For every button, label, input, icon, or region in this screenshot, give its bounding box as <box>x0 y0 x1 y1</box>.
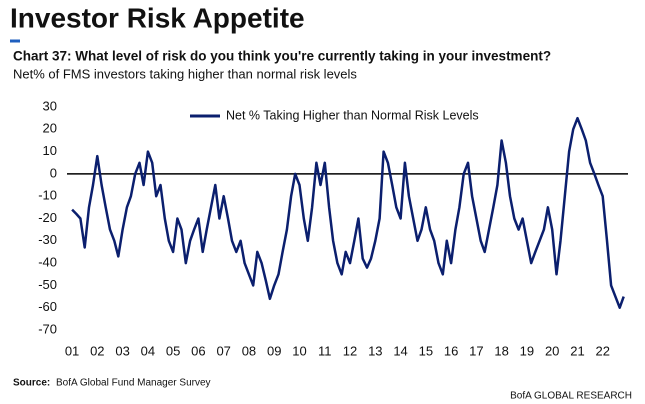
y-tick-label: 30 <box>43 98 57 113</box>
y-tick-label: -40 <box>38 255 57 270</box>
x-tick-label: 02 <box>90 343 104 358</box>
y-tick-label: -20 <box>38 210 57 225</box>
credit: BofA GLOBAL RESEARCH <box>510 391 632 402</box>
legend-label: Net % Taking Higher than Normal Risk Lev… <box>226 108 479 122</box>
y-tick-label: -70 <box>38 321 57 336</box>
x-tick-label: 22 <box>595 343 609 358</box>
source-label: Source: <box>13 378 50 389</box>
x-tick-label: 06 <box>191 343 205 358</box>
x-tick-label: 09 <box>267 343 281 358</box>
chart-description: Net% of FMS investors taking higher than… <box>13 66 357 81</box>
x-tick-label: 16 <box>444 343 458 358</box>
x-tick-label: 20 <box>545 343 559 358</box>
y-tick-label: -30 <box>38 232 57 247</box>
source: BofA Global Fund Manager Survey <box>56 378 211 389</box>
x-tick-label: 12 <box>343 343 357 358</box>
x-tick-label: 11 <box>318 343 332 358</box>
x-tick-label: 03 <box>115 343 129 358</box>
y-tick-label: 10 <box>43 143 57 158</box>
x-tick-label: 21 <box>570 343 584 358</box>
x-tick-label: 08 <box>242 343 256 358</box>
x-tick-label: 15 <box>419 343 433 358</box>
x-tick-label: 14 <box>393 343 407 358</box>
x-tick-label: 04 <box>141 343 155 358</box>
x-tick-label: 10 <box>292 343 306 358</box>
series-line <box>71 116 625 309</box>
x-tick-label: 17 <box>469 343 483 358</box>
x-tick-label: 18 <box>494 343 508 358</box>
x-tick-label: 05 <box>166 343 180 358</box>
x-tick-label: 19 <box>520 343 534 358</box>
y-tick-label: 20 <box>43 121 57 136</box>
y-tick-label: -50 <box>38 277 57 292</box>
x-tick-label: 01 <box>65 343 79 358</box>
y-tick-label: -10 <box>38 188 57 203</box>
x-tick-label: 13 <box>368 343 382 358</box>
chart-subtitle: Chart 37: What level of risk do you thin… <box>13 49 551 64</box>
x-tick-label: 07 <box>216 343 230 358</box>
y-tick-label: 0 <box>50 165 57 180</box>
chart-title: Investor Risk Appetite <box>10 2 305 33</box>
y-tick-label: -60 <box>38 299 57 314</box>
